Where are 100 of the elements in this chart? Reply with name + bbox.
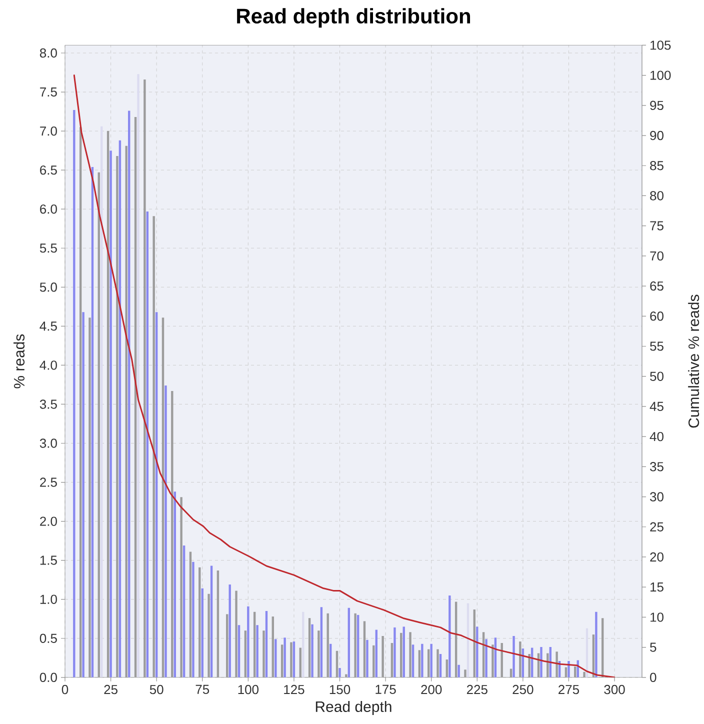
bar bbox=[144, 80, 146, 678]
bar bbox=[192, 562, 194, 678]
y-tick-label: 2.0 bbox=[40, 516, 57, 526]
bar bbox=[284, 638, 286, 678]
bar bbox=[528, 654, 530, 678]
bar bbox=[182, 545, 186, 678]
y2-tick-label: 75 bbox=[650, 221, 664, 230]
y-tick-label: 1.0 bbox=[40, 594, 57, 604]
x-tick-label: 150 bbox=[330, 684, 350, 694]
bar bbox=[556, 652, 558, 678]
bar bbox=[492, 644, 494, 678]
bar bbox=[318, 630, 320, 678]
bar bbox=[91, 166, 94, 678]
bar bbox=[568, 661, 570, 678]
bar bbox=[326, 613, 329, 678]
y2-tick-label: 5 bbox=[650, 642, 656, 652]
bar bbox=[290, 642, 292, 678]
y2-tick-label: 100 bbox=[650, 70, 671, 80]
y-tick-label: 7.0 bbox=[40, 126, 57, 136]
bar bbox=[299, 648, 302, 678]
bar bbox=[216, 570, 220, 678]
bar bbox=[356, 614, 360, 678]
y2-tick-label: 70 bbox=[650, 251, 664, 261]
bar bbox=[235, 590, 238, 678]
y2-tick-label: 30 bbox=[650, 492, 664, 502]
bar bbox=[583, 672, 586, 678]
bar bbox=[280, 644, 284, 678]
bar bbox=[519, 641, 522, 678]
x-tick-label: 225 bbox=[466, 684, 488, 694]
line-series bbox=[73, 74, 616, 678]
bar bbox=[73, 110, 76, 678]
y2-tick-label: 90 bbox=[650, 130, 664, 140]
bar bbox=[354, 613, 356, 678]
bar bbox=[595, 612, 598, 678]
bar bbox=[320, 607, 323, 678]
bar bbox=[448, 595, 451, 678]
bar bbox=[210, 566, 213, 678]
bar bbox=[311, 624, 314, 678]
bar bbox=[155, 312, 158, 678]
y2-tick-label: 45 bbox=[650, 402, 664, 411]
bar bbox=[430, 644, 432, 678]
y-tick-label: 6.0 bbox=[40, 204, 57, 214]
bar bbox=[152, 216, 155, 678]
x-axis-title: Read depth bbox=[316, 701, 392, 715]
bar bbox=[128, 110, 130, 678]
bar bbox=[564, 667, 568, 678]
bar bbox=[338, 668, 341, 678]
bar bbox=[485, 639, 488, 678]
x-tick-label: 75 bbox=[196, 684, 210, 694]
x-tick-label: 0 bbox=[62, 684, 68, 694]
bar bbox=[262, 630, 265, 678]
bar bbox=[363, 621, 366, 678]
y-tick-label: 4.0 bbox=[40, 360, 57, 370]
y-tick-label: 0.5 bbox=[40, 634, 57, 643]
y2-tick-label: 15 bbox=[650, 582, 664, 592]
y2-tick-label: 0 bbox=[650, 672, 656, 682]
y2-tick-label: 65 bbox=[650, 281, 664, 291]
bar bbox=[238, 625, 240, 678]
bar bbox=[180, 497, 182, 678]
bar bbox=[458, 664, 460, 678]
y-tick-label: 5.5 bbox=[40, 244, 57, 253]
y2-tick-label: 80 bbox=[650, 191, 664, 200]
bar bbox=[116, 156, 118, 678]
y2-tick-label: 20 bbox=[650, 552, 664, 562]
bar bbox=[512, 636, 515, 678]
bar bbox=[464, 670, 466, 678]
bar bbox=[402, 626, 405, 678]
bar bbox=[436, 649, 439, 678]
x-tick-label: 250 bbox=[512, 684, 534, 694]
bar bbox=[118, 140, 122, 678]
bar bbox=[366, 640, 368, 678]
y-tick-label: 3.0 bbox=[40, 438, 57, 448]
y2-tick-label: 105 bbox=[650, 40, 671, 50]
bar bbox=[302, 612, 304, 678]
y-tick-label: 5.0 bbox=[40, 282, 57, 292]
bar bbox=[110, 150, 112, 678]
bar bbox=[82, 312, 84, 678]
bar bbox=[412, 644, 414, 678]
x-tick-label: 25 bbox=[104, 684, 118, 694]
bar bbox=[265, 611, 268, 678]
x-tick-label: 275 bbox=[558, 684, 580, 694]
bar bbox=[201, 588, 204, 678]
bar bbox=[208, 594, 210, 678]
bar bbox=[375, 630, 378, 678]
bar bbox=[540, 646, 542, 678]
y2-tick-label: 95 bbox=[650, 100, 664, 110]
chart-title: Read depth distribution bbox=[237, 8, 470, 28]
y2-tick-label: 35 bbox=[650, 462, 664, 472]
bar bbox=[125, 146, 128, 678]
bar bbox=[256, 625, 258, 678]
y2-tick-label: 55 bbox=[650, 342, 664, 351]
bar bbox=[546, 653, 549, 678]
bar bbox=[308, 618, 311, 678]
bar bbox=[345, 674, 348, 678]
y-tick-label: 1.5 bbox=[40, 556, 57, 565]
bar bbox=[79, 127, 82, 678]
bar bbox=[253, 612, 256, 678]
y-tick-label: 4.5 bbox=[40, 322, 57, 331]
bar bbox=[198, 567, 201, 678]
bar bbox=[421, 644, 424, 678]
